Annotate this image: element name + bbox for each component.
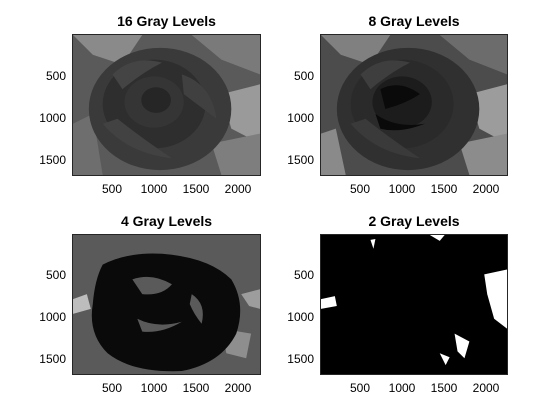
x-tick-label: 2000 xyxy=(224,381,252,395)
panel-16-gray-levels: 16 Gray Levels 500 1000 1500 500 1000 15… xyxy=(0,0,280,210)
panel-title: 2 Gray Levels xyxy=(368,213,460,229)
x-tick-label: 1000 xyxy=(140,381,168,395)
y-tick-label: 1500 xyxy=(287,153,314,167)
x-tick-label: 2000 xyxy=(224,182,252,196)
panel-title: 8 Gray Levels xyxy=(368,13,460,29)
x-tick-label: 1000 xyxy=(388,182,416,196)
x-tick-label: 1000 xyxy=(388,381,416,395)
x-tick-label: 500 xyxy=(101,182,123,196)
x-tick-label: 1500 xyxy=(430,381,458,395)
panel-title: 16 Gray Levels xyxy=(117,13,216,29)
panel-4-gray-levels: 4 Gray Levels 500 1000 1500 500 1000 150… xyxy=(39,213,261,395)
y-tick-label: 1000 xyxy=(39,310,66,324)
y-tick-label: 1000 xyxy=(287,111,314,125)
x-tick-label: 500 xyxy=(349,381,371,395)
x-tick-label: 2000 xyxy=(472,381,500,395)
rose-image-16-levels xyxy=(73,35,260,175)
image-axes xyxy=(320,34,508,176)
x-tick-label: 1000 xyxy=(140,182,168,196)
rose-image-4-levels xyxy=(73,235,260,374)
y-tick-label: 500 xyxy=(45,268,66,282)
x-tick-label: 1500 xyxy=(182,182,210,196)
x-tick-label: 1500 xyxy=(182,381,210,395)
rose-image-8-levels xyxy=(321,35,507,175)
panel-title: 4 Gray Levels xyxy=(120,213,213,229)
y-tick-label: 1500 xyxy=(287,352,314,366)
image-axes xyxy=(72,34,261,176)
y-tick-label: 1000 xyxy=(287,310,314,324)
x-tick-label: 2000 xyxy=(472,182,500,196)
y-tick-label: 500 xyxy=(293,69,314,83)
y-tick-label: 1500 xyxy=(39,153,66,167)
image-axes xyxy=(320,234,508,375)
x-tick-label: 1500 xyxy=(430,182,458,196)
y-tick-label: 1500 xyxy=(39,352,66,366)
y-tick-label: 1000 xyxy=(39,111,66,125)
rose-image-2-levels xyxy=(321,235,507,374)
y-tick-label: 500 xyxy=(293,268,314,282)
image-axes xyxy=(72,234,261,375)
x-tick-label: 500 xyxy=(101,381,123,395)
y-tick-label: 500 xyxy=(45,69,66,83)
panel-8-gray-levels: 8 Gray Levels 500 1000 1500 500 1000 150… xyxy=(287,13,508,196)
x-tick-label: 500 xyxy=(349,182,371,196)
